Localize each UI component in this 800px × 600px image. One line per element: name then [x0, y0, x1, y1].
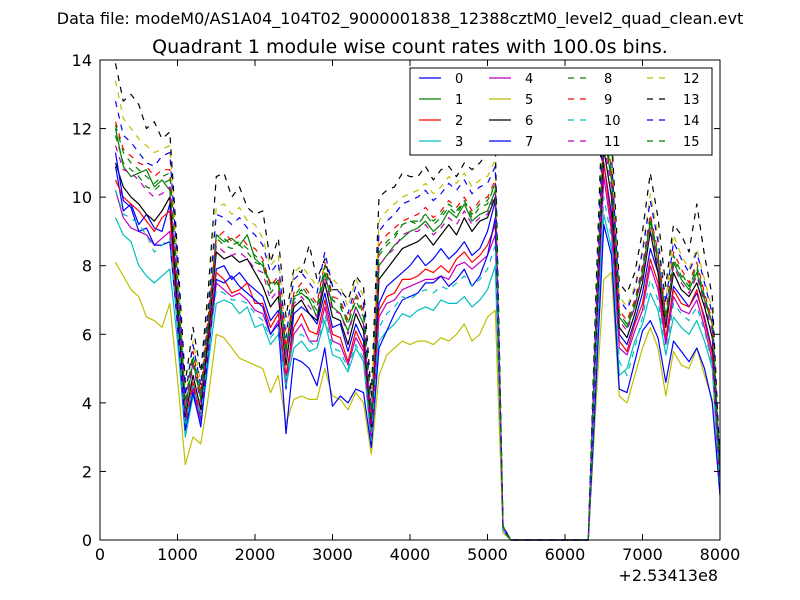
x-tick-label: 3000: [312, 545, 353, 564]
legend-label-15: 15: [683, 135, 700, 150]
series-line-12: [114, 80, 721, 541]
legend-label-10: 10: [604, 114, 621, 129]
y-tick-label: 6: [82, 325, 92, 344]
series-layer: [114, 63, 721, 541]
x-tick-label: 0: [95, 545, 105, 564]
x-tick-label: 8000: [700, 545, 741, 564]
y-tick-label: 10: [72, 188, 92, 207]
series-line-15: [114, 124, 721, 541]
legend-label-11: 11: [604, 135, 621, 150]
legend-label-0: 0: [455, 72, 463, 87]
y-tick-label: 14: [72, 51, 92, 70]
series-line-9: [114, 117, 721, 541]
series-line-7: [114, 152, 721, 541]
legend-label-3: 3: [455, 135, 463, 150]
legend-label-14: 14: [683, 114, 700, 129]
legend-box: [409, 67, 713, 156]
y-tick-label: 8: [82, 257, 92, 276]
series-line-10: [114, 190, 721, 541]
x-tick-label: 1000: [157, 545, 198, 564]
x-tick-label: 6000: [545, 545, 586, 564]
y-tick-label: 12: [72, 120, 92, 139]
x-tick-label: 2000: [235, 545, 276, 564]
x-tick-label: 5000: [467, 545, 508, 564]
legend-label-9: 9: [604, 93, 612, 108]
x-tick-label: 4000: [390, 545, 431, 564]
legend-label-1: 1: [455, 93, 463, 108]
series-line-3: [114, 213, 721, 541]
legend-label-5: 5: [525, 93, 533, 108]
series-line-11: [114, 141, 721, 541]
legend-label-13: 13: [683, 93, 700, 108]
series-line-5: [114, 262, 721, 541]
legend-label-4: 4: [525, 72, 533, 87]
chart-suptitle: Data file: modeM0/AS1A04_104T02_90000018…: [57, 9, 743, 29]
axis-ticks: 0 1000 2000 3000 4000 5000 6000 7000 80000246810…: [72, 51, 741, 564]
series-line-6: [114, 148, 721, 541]
legend-label-6: 6: [525, 114, 533, 129]
y-tick-label: 2: [82, 462, 92, 481]
y-tick-label: 0: [82, 531, 92, 550]
series-line-14: [114, 100, 721, 541]
chart-title: Quadrant 1 module wise count rates with …: [152, 36, 668, 58]
legend-label-7: 7: [525, 135, 533, 150]
legend-label-12: 12: [683, 72, 700, 87]
x-offset-label: +2.53413e8: [618, 566, 718, 585]
series-line-13: [114, 63, 721, 541]
y-tick-label: 4: [82, 394, 92, 413]
legend-label-2: 2: [455, 114, 463, 129]
legend-label-8: 8: [604, 72, 612, 87]
x-tick-label: 7000: [622, 545, 663, 564]
